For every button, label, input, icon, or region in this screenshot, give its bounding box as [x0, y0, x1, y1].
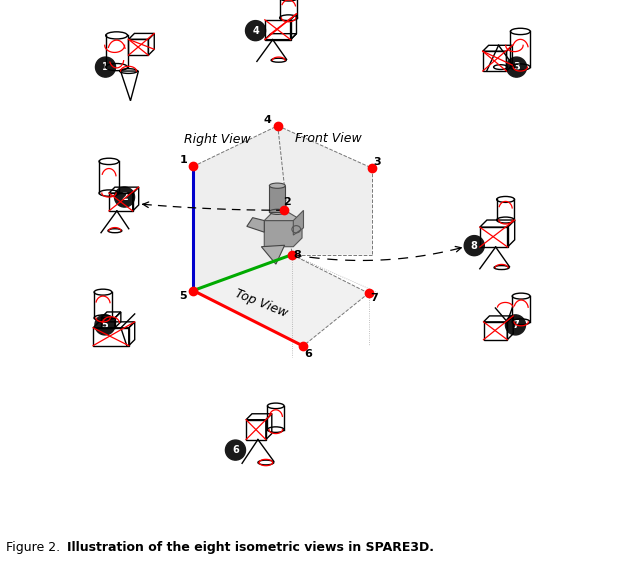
- Text: 8: 8: [471, 241, 477, 251]
- Text: 3: 3: [373, 157, 381, 167]
- Text: 4: 4: [263, 115, 271, 125]
- Text: 3: 3: [513, 62, 520, 72]
- Text: 4: 4: [252, 26, 259, 35]
- Text: 1: 1: [102, 62, 109, 72]
- Text: 1: 1: [180, 155, 188, 165]
- Polygon shape: [293, 210, 303, 235]
- Text: Right View: Right View: [184, 134, 250, 147]
- Text: 5: 5: [179, 291, 186, 301]
- Text: 7: 7: [512, 320, 519, 330]
- Ellipse shape: [269, 183, 285, 188]
- Polygon shape: [247, 217, 264, 232]
- Text: 8: 8: [293, 250, 301, 260]
- Text: Figure 2.: Figure 2.: [6, 541, 65, 555]
- Text: Illustration of the eight isometric views in SPARE3D.: Illustration of the eight isometric view…: [67, 541, 434, 555]
- Polygon shape: [278, 126, 372, 255]
- Text: 5: 5: [102, 320, 108, 330]
- Text: Top View: Top View: [232, 287, 289, 320]
- Polygon shape: [264, 212, 302, 220]
- Polygon shape: [269, 185, 285, 212]
- Text: 2: 2: [283, 197, 291, 207]
- Circle shape: [95, 57, 116, 77]
- Text: 7: 7: [370, 293, 378, 303]
- Circle shape: [506, 315, 525, 335]
- Circle shape: [506, 57, 527, 77]
- Circle shape: [95, 315, 115, 335]
- Circle shape: [464, 235, 484, 256]
- Text: 2: 2: [121, 192, 128, 202]
- Text: Front View: Front View: [295, 132, 362, 145]
- Text: 6: 6: [305, 349, 312, 359]
- Polygon shape: [193, 255, 369, 346]
- Circle shape: [246, 21, 266, 40]
- Polygon shape: [264, 220, 302, 247]
- Circle shape: [225, 440, 246, 460]
- Circle shape: [115, 187, 134, 207]
- Text: 6: 6: [232, 445, 239, 455]
- Polygon shape: [193, 126, 292, 291]
- Polygon shape: [261, 245, 285, 264]
